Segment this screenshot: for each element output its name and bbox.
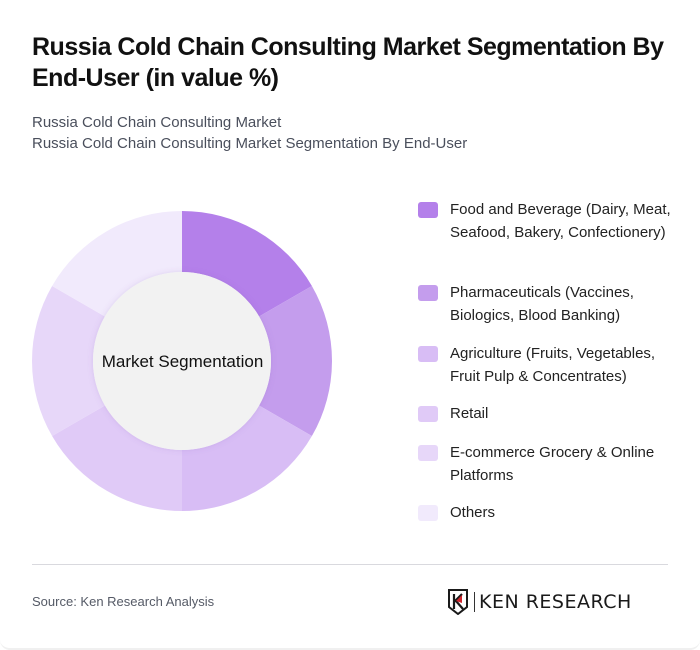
legend-item-food-beverage[interactable]: Food and Beverage (Dairy, Meat, Seafood,… — [418, 199, 688, 244]
logo-divider — [474, 592, 475, 612]
legend-swatch — [418, 406, 438, 422]
donut-slice[interactable] — [182, 405, 312, 512]
legend-swatch — [418, 505, 438, 521]
footer-divider — [32, 564, 668, 565]
legend-swatch — [418, 445, 438, 461]
legend-item-retail[interactable]: Retail — [418, 403, 688, 426]
legend-item-pharmaceuticals[interactable]: Pharmaceuticals (Vaccines, Biologics, Bl… — [418, 282, 688, 327]
legend-item-ecommerce[interactable]: E-commerce Grocery & Online Platforms — [418, 442, 688, 487]
legend-label: E-commerce Grocery & Online Platforms — [450, 444, 655, 484]
donut-center-label: Market Segmentation — [101, 351, 264, 371]
legend-label: Food and Beverage (Dairy, Meat, Seafood,… — [450, 201, 671, 241]
legend-item-agriculture[interactable]: Agriculture (Fruits, Vegetables, Fruit P… — [418, 343, 688, 388]
legend-item-others[interactable]: Others — [418, 502, 688, 525]
legend-swatch — [418, 346, 438, 362]
legend-label: Pharmaceuticals (Vaccines, Biologics, Bl… — [450, 284, 634, 324]
chart-title: Russia Cold Chain Consulting Market Segm… — [32, 33, 664, 92]
donut-chart — [32, 211, 332, 511]
subtitle-market: Russia Cold Chain Consulting Market — [32, 114, 282, 131]
legend-swatch — [418, 285, 438, 301]
subtitle-segmentation: Russia Cold Chain Consulting Market Segm… — [32, 135, 468, 152]
ken-research-logo: KEN RESEARCH — [447, 588, 632, 616]
logo-text: KEN RESEARCH — [479, 591, 632, 613]
source-note: Source: Ken Research Analysis — [32, 594, 215, 609]
donut-slice[interactable] — [259, 286, 332, 436]
legend-label: Retail — [450, 405, 489, 422]
donut-slice[interactable] — [52, 211, 182, 317]
legend-label: Others — [450, 504, 496, 521]
ken-research-shield-icon — [448, 589, 468, 615]
legend-swatch — [418, 202, 438, 218]
donut-center — [93, 272, 271, 450]
donut-slice[interactable] — [32, 286, 105, 436]
donut-slice[interactable] — [182, 211, 312, 317]
legend-label: Agriculture (Fruits, Vegetables, Fruit P… — [450, 345, 656, 385]
donut-slice[interactable] — [52, 405, 182, 512]
